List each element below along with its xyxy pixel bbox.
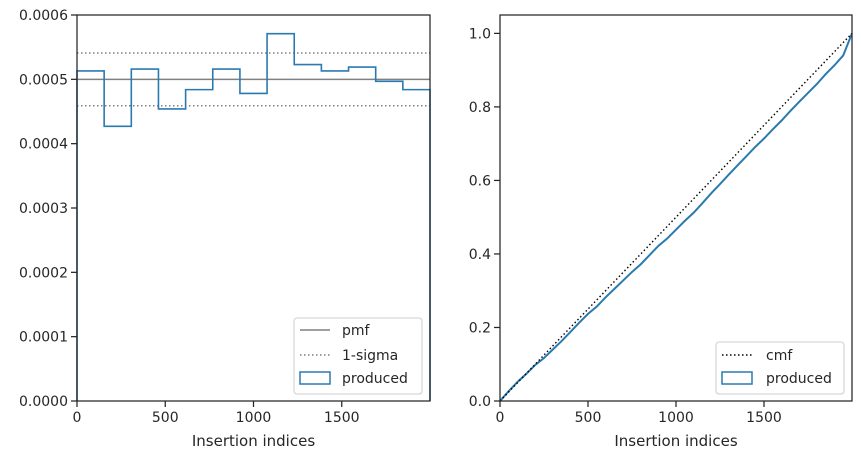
cmf-x-tick-label: 1000 bbox=[658, 410, 694, 426]
pmf-x-ticks: 0 500 1000 1500 bbox=[73, 401, 360, 426]
cmf-x-axis-label: Insertion indices bbox=[614, 432, 737, 450]
cmf-line bbox=[499, 32, 853, 402]
pmf-legend-box bbox=[293, 317, 423, 395]
produced-cdf-line bbox=[499, 33, 853, 402]
pmf-y-tick-label: 0.0004 bbox=[19, 137, 68, 153]
pmf-y-tick-label: 0.0006 bbox=[19, 8, 68, 24]
cmf-plot-area bbox=[499, 32, 853, 402]
produced-histogram bbox=[76, 32, 431, 401]
cmf-legend-produced-label: produced bbox=[766, 371, 832, 387]
cmf-legend-box bbox=[715, 341, 845, 395]
pmf-x-tick-label: 1500 bbox=[324, 410, 360, 426]
pmf-legend-produced-swatch bbox=[299, 371, 331, 385]
pmf-y-tick-label: 0.0003 bbox=[19, 201, 68, 217]
pmf-y-tick-label: 0.0002 bbox=[19, 265, 68, 281]
pmf-legend-produced-label: produced bbox=[342, 371, 408, 387]
pmf-legend-sigma-label: 1-sigma bbox=[342, 348, 398, 364]
pmf-legend: pmf 1-sigma produced bbox=[293, 317, 423, 395]
pmf-y-ticks: 0.0000 0.0001 0.0002 0.0003 0.0004 0.0005 0.00… bbox=[19, 8, 77, 410]
cmf-y-tick-label: 0.0 bbox=[469, 394, 491, 410]
cmf-x-tick-label: 500 bbox=[575, 410, 602, 426]
cmf-y-tick-label: 0.8 bbox=[469, 100, 491, 116]
cmf-x-tick-label: 1500 bbox=[746, 410, 782, 426]
pmf-x-axis-label: Insertion indices bbox=[192, 432, 315, 450]
cmf-y-tick-label: 0.2 bbox=[469, 320, 491, 336]
cmf-legend: cmf produced bbox=[715, 341, 845, 395]
pmf-y-tick-label: 0.0001 bbox=[19, 330, 68, 346]
pmf-y-tick-label: 0.0000 bbox=[19, 394, 68, 410]
pmf-panel: 0 500 1000 1500 0.00000.00010.00020.00030.0… bbox=[19, 8, 431, 450]
pmf-plot-area bbox=[76, 32, 431, 401]
pmf-x-tick-label: 0 bbox=[73, 410, 82, 426]
cmf-x-tick-label: 0 bbox=[496, 410, 505, 426]
cmf-x-ticks: 0 500 1000 1500 bbox=[496, 401, 782, 426]
cmf-y-tick-label: 0.6 bbox=[469, 173, 491, 189]
pmf-y-tick-label: 0.0005 bbox=[19, 72, 68, 88]
pmf-x-tick-label: 500 bbox=[152, 410, 179, 426]
cmf-y-ticks: 0.0 0.2 0.4 0.6 0.8 1.0 bbox=[469, 26, 500, 410]
cmf-y-tick-label: 0.4 bbox=[469, 247, 491, 263]
pmf-x-tick-label: 1000 bbox=[236, 410, 272, 426]
cmf-legend-produced-swatch bbox=[721, 371, 753, 385]
pmf-legend-pmf-label: pmf bbox=[342, 323, 371, 339]
cmf-y-tick-label: 1.0 bbox=[469, 26, 491, 42]
cmf-panel: 0 500 1000 1500 0.0 0.2 0.4 0.6 0.8 1.0 Insertio… bbox=[469, 14, 853, 450]
cmf-legend-cmf-label: cmf bbox=[766, 348, 793, 364]
